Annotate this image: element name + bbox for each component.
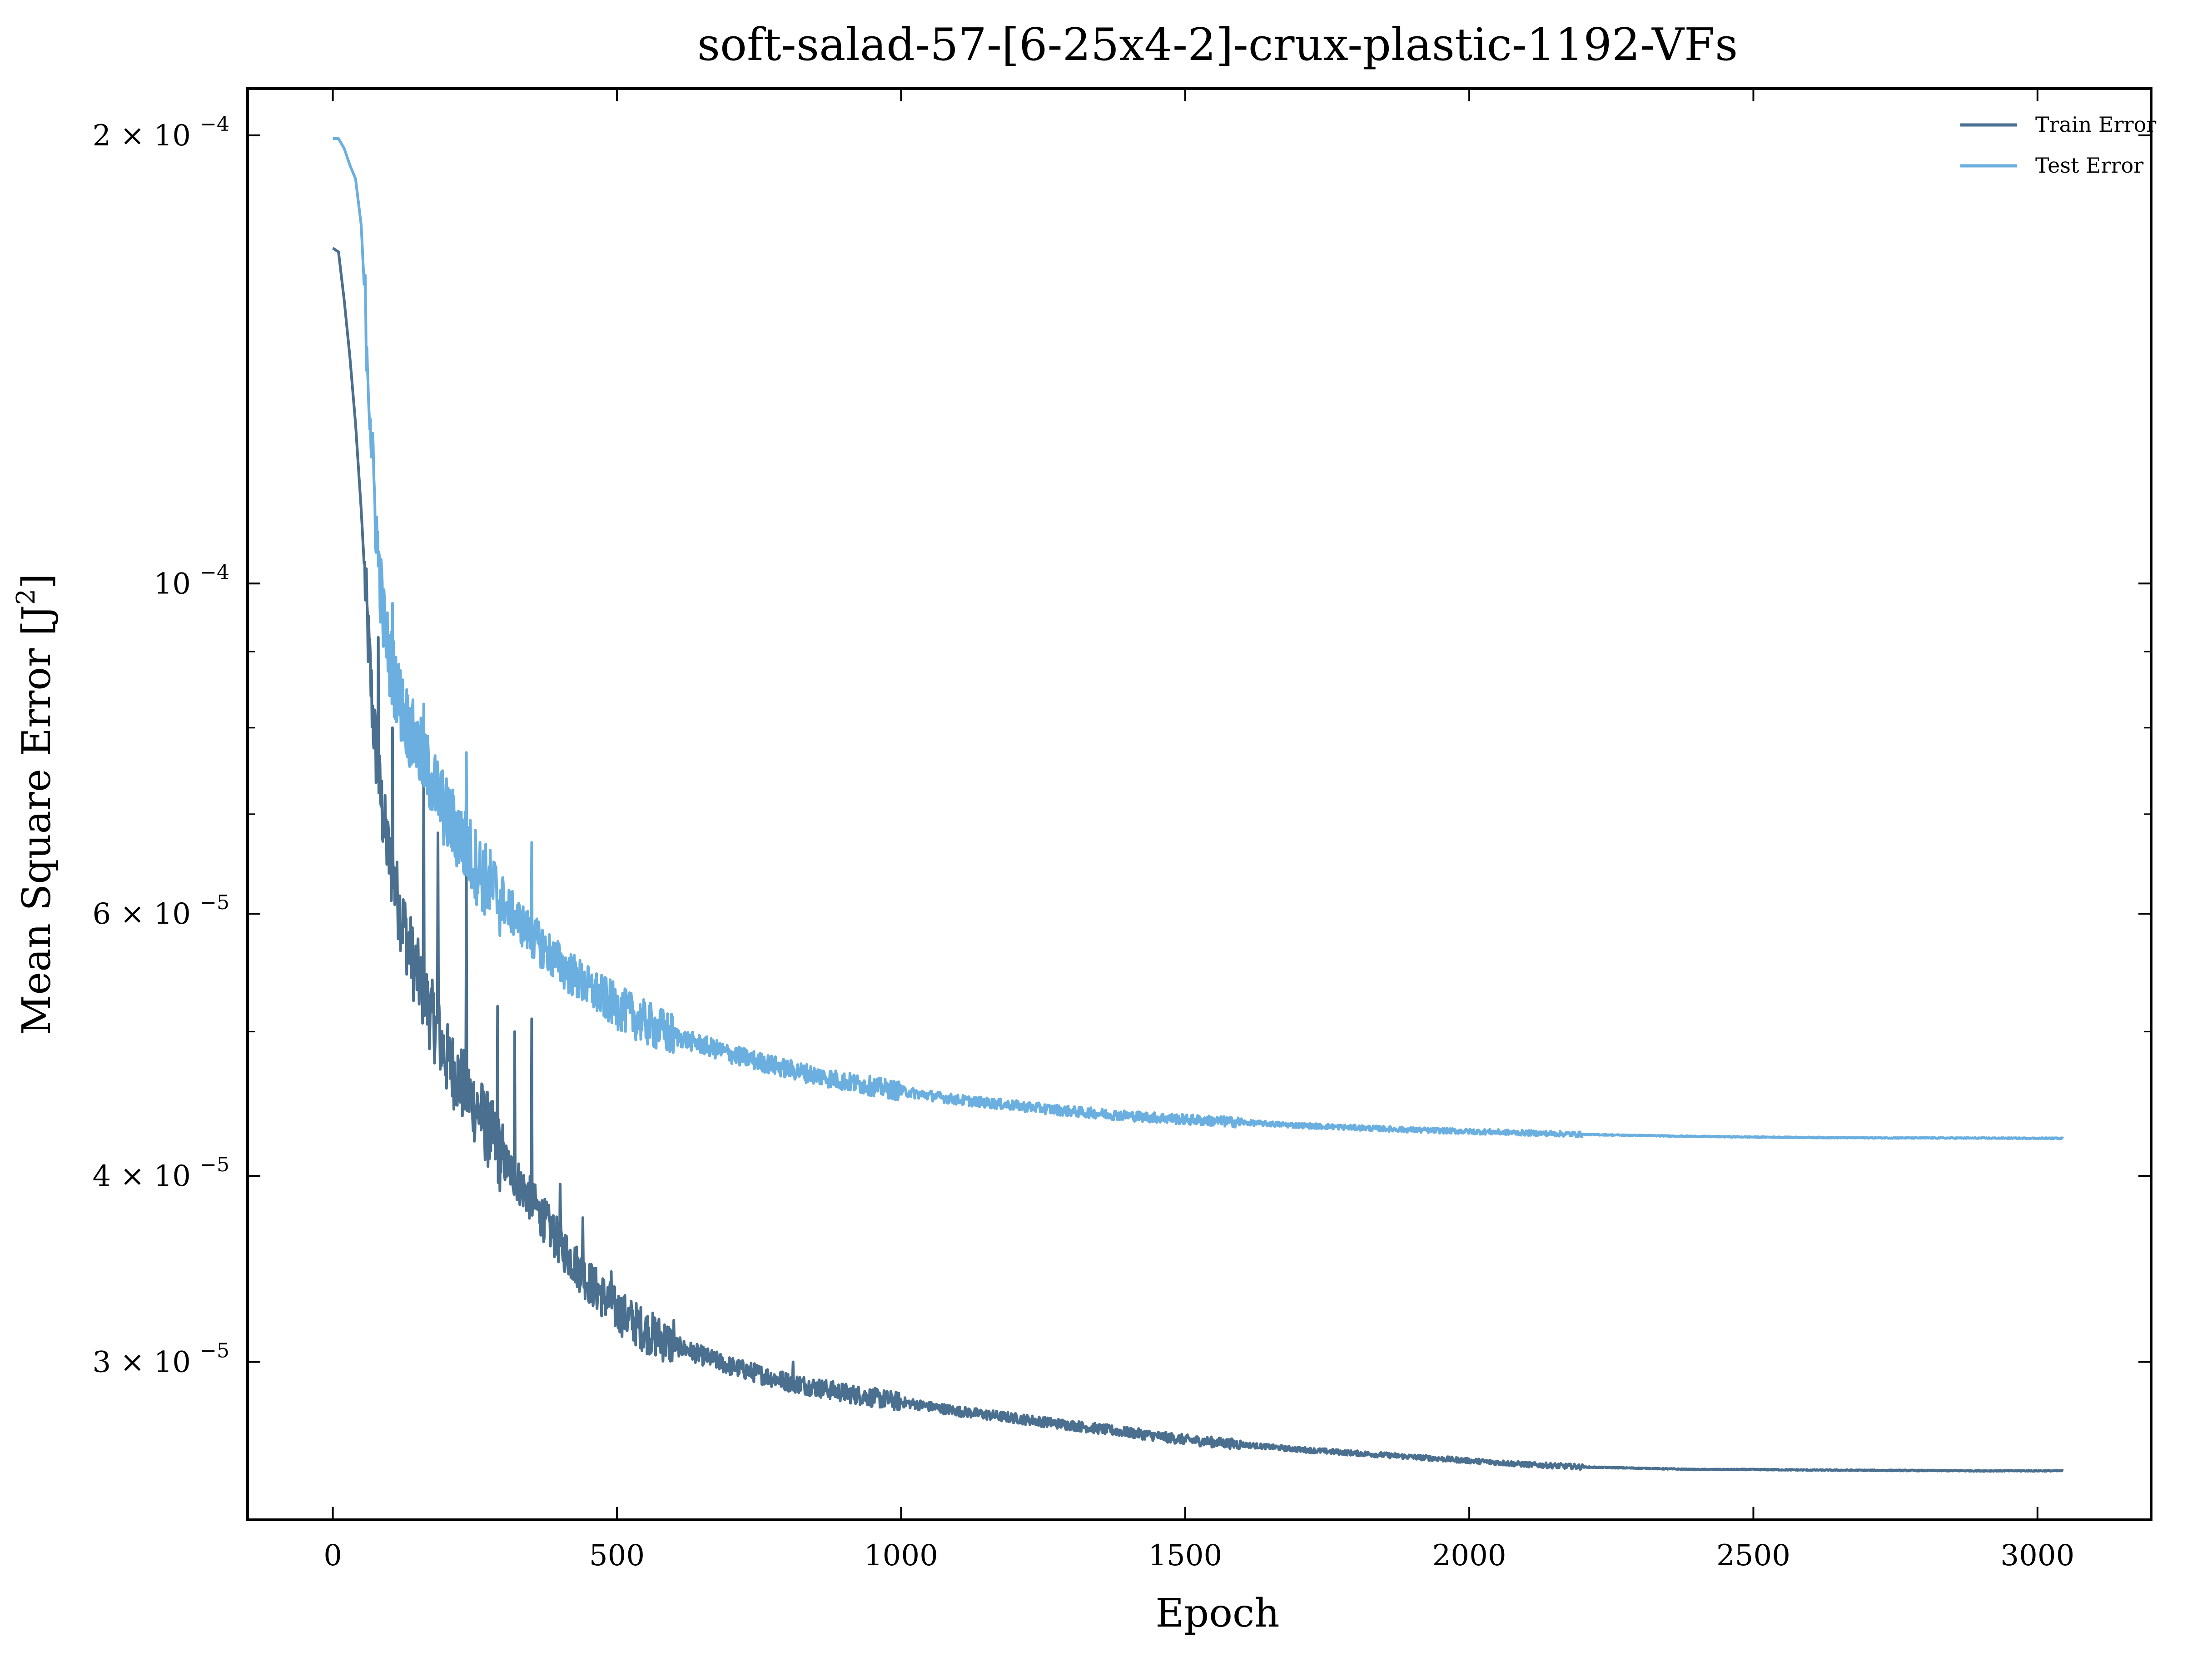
y-tick-label: 3 × 10: [93, 1346, 191, 1379]
x-tick-label: 1500: [1148, 1539, 1222, 1572]
y-tick-exponent: −5: [200, 1153, 229, 1176]
legend-label-test: Test Error: [2035, 153, 2143, 178]
y-axis-label-text: Mean Square Error [J: [14, 605, 60, 1035]
y-tick-mantissa: 10: [154, 567, 191, 601]
plot-frame: [246, 87, 2152, 1521]
y-axis-label: Mean Square Error [J2]: [11, 573, 60, 1035]
y-tick-label: 10: [154, 567, 191, 601]
plot-area: 0 500 1000 1500 2000 2500 3000 2 × 10 −4 10 −4 6 ×…: [93, 87, 2152, 1572]
y-tick-mantissa: 4 × 10: [93, 1159, 191, 1193]
x-tick-label: 0: [323, 1539, 342, 1572]
series-line-test-error: [332, 137, 2064, 1140]
x-tick-label: 1000: [864, 1539, 938, 1572]
y-tick-label: 2 × 10: [93, 119, 191, 153]
y-axis-label-close: ]: [14, 573, 60, 589]
series-line-train-error: [332, 247, 2064, 1473]
y-tick-exponent: −4: [200, 113, 229, 136]
x-tick-label: 2500: [1716, 1539, 1790, 1572]
x-tick-label: 2000: [1432, 1539, 1506, 1572]
y-tick-exponent: −5: [200, 1339, 229, 1363]
y-axis-ticks: 2 × 10 −4 10 −4 6 × 10 −5 4 × 10 −5 3 × 10 −5: [93, 113, 2151, 1379]
legend: Train Error Test Error: [1960, 112, 2156, 178]
chart-title: soft-salad-57-[6-25x4-2]-crux-plastic-11…: [697, 19, 1738, 71]
y-tick-mantissa: 2 × 10: [93, 119, 191, 153]
x-axis-ticks: 0 500 1000 1500 2000 2500 3000: [323, 89, 2074, 1572]
legend-label-train: Train Error: [2035, 112, 2156, 137]
x-axis-label: Epoch: [1155, 1591, 1279, 1636]
y-axis-label-superscript: 2: [11, 589, 41, 605]
x-tick-label: 500: [589, 1539, 645, 1572]
series-layer: [332, 137, 2064, 1473]
y-tick-mantissa: 6 × 10: [93, 897, 191, 931]
x-tick-label: 3000: [2000, 1539, 2074, 1572]
y-tick-label: 4 × 10: [93, 1159, 191, 1193]
y-tick-exponent: −5: [200, 891, 229, 914]
y-tick-mantissa: 3 × 10: [93, 1346, 191, 1379]
y-tick-label: 6 × 10: [93, 897, 191, 931]
y-tick-exponent: −4: [200, 561, 229, 584]
